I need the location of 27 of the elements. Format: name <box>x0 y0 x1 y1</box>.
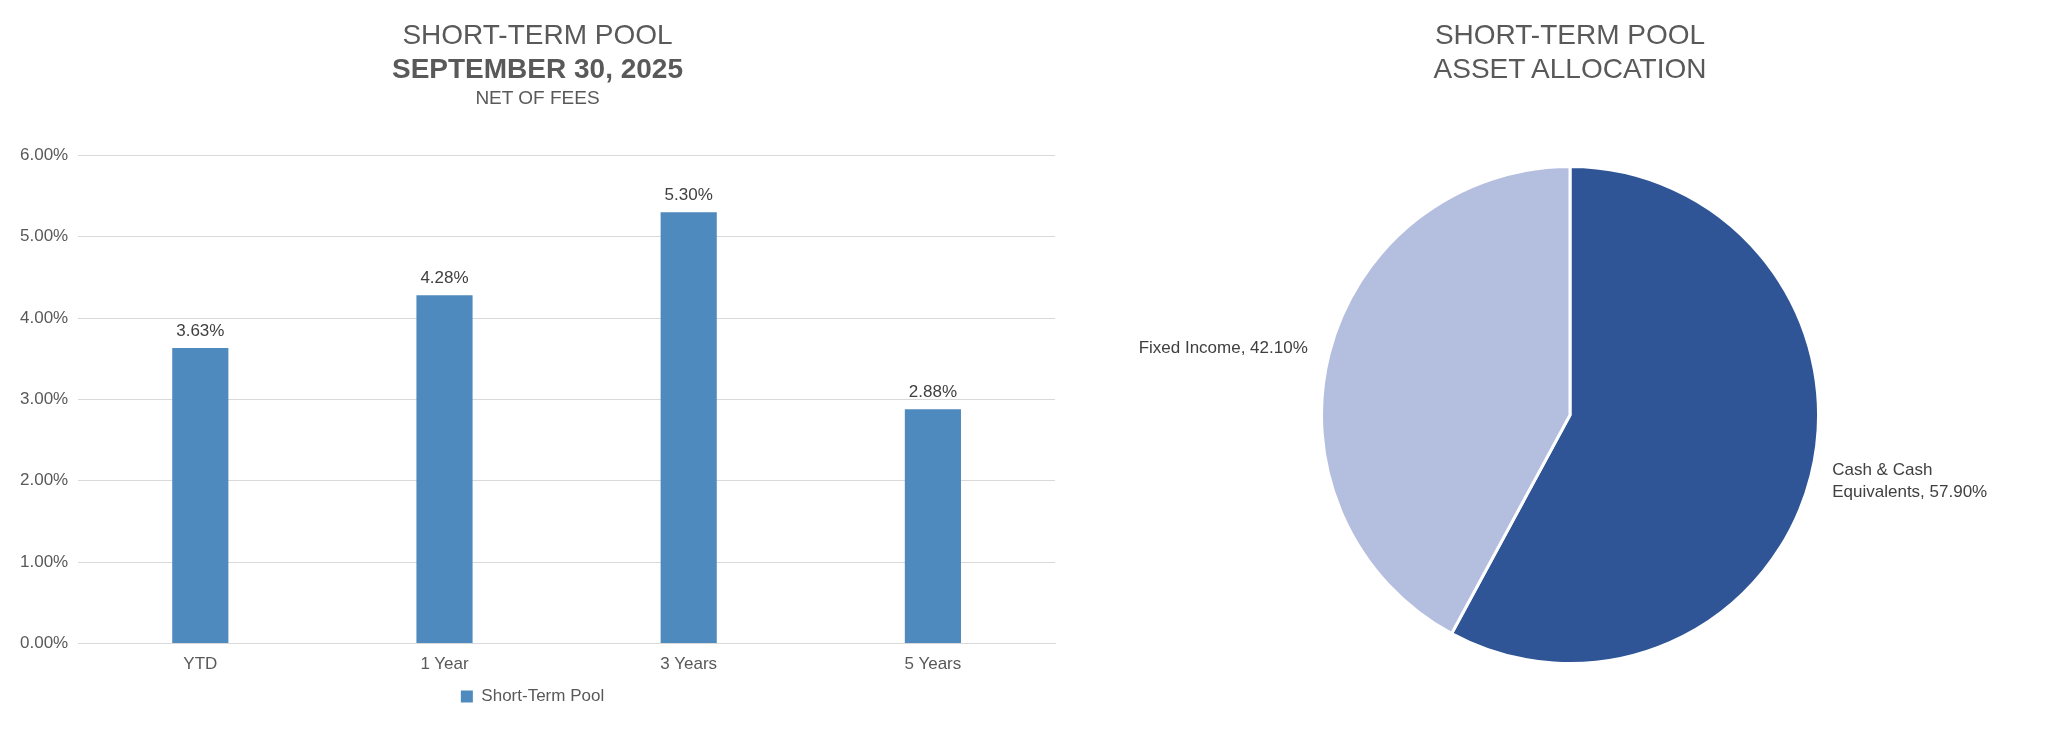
y-tick-label: 4.00% <box>20 307 69 327</box>
y-tick-label: 6.00% <box>20 144 69 164</box>
data-label: 2.88% <box>908 382 957 402</box>
slice-label: Cash & Cash Equivalents, 57.90% <box>1832 460 1988 502</box>
x-tick-label: 5 Years <box>904 654 962 674</box>
bar <box>172 348 229 644</box>
x-tick-label: 1 Year <box>420 654 469 674</box>
y-tick-label: 2.00% <box>20 470 69 490</box>
y-tick-label: 0.00% <box>20 633 69 653</box>
y-tick-label: 5.00% <box>20 226 69 246</box>
data-label: 3.63% <box>176 321 225 341</box>
y-tick-label: 3.00% <box>20 389 69 409</box>
data-label: 5.30% <box>664 185 713 205</box>
data-label: 4.28% <box>420 268 469 288</box>
y-tick-label: 1.00% <box>20 551 69 571</box>
text: NET OF FEES <box>474 86 601 110</box>
x-tick-label: YTD <box>183 654 218 674</box>
chart-subtitle: SEPTEMBER 30, 2025 <box>391 52 684 86</box>
chart-title: SHORT-TERM POOL <box>401 18 674 52</box>
chart-title: SHORT-TERM POOL <box>1433 18 1707 52</box>
slice-label: Fixed Income, 42.10% <box>1138 338 1308 358</box>
x-tick-label: 3 Years <box>660 654 718 674</box>
bar <box>416 295 473 644</box>
bar <box>660 212 717 644</box>
bar <box>904 409 961 644</box>
chart-subtitle: ASSET ALLOCATION <box>1432 52 1708 86</box>
legend-label: Short-Term Pool <box>481 686 605 706</box>
